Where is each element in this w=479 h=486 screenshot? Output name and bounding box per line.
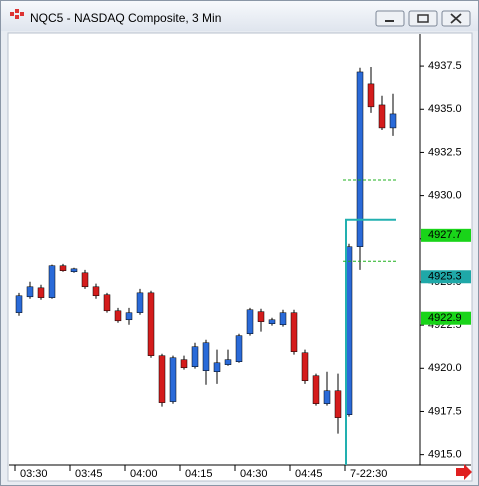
candle-body: [37, 287, 45, 298]
candle-body: [26, 286, 34, 298]
candle-body: [48, 265, 56, 298]
candle-body: [180, 359, 188, 369]
price-label-box: [421, 311, 471, 325]
candle-body: [103, 294, 111, 312]
candle-body: [356, 71, 364, 247]
x-tick-label: 7-22:30: [350, 468, 387, 480]
candle-body: [235, 335, 243, 362]
candle-body: [81, 272, 89, 288]
candle-body: [169, 357, 177, 402]
price-label: 4925.3: [428, 271, 462, 283]
x-tick-label: 04:30: [240, 468, 268, 480]
maximize-button[interactable]: [408, 10, 438, 27]
candle-body: [367, 83, 375, 108]
y-tick-label: 4920.0: [428, 362, 462, 374]
candle-body: [147, 292, 155, 356]
candle-body: [268, 319, 276, 324]
chart-panel: [7, 32, 473, 482]
close-button[interactable]: [441, 10, 471, 27]
scroll-arrow[interactable]: [456, 464, 472, 480]
candle-body: [59, 265, 67, 271]
candle-body: [323, 390, 331, 404]
candle-body: [158, 355, 166, 403]
candle-body: [191, 346, 199, 367]
y-tick-label: 4932.5: [428, 146, 462, 158]
candle-body: [301, 352, 309, 381]
price-label: 4922.9: [428, 312, 462, 324]
candle-body: [125, 312, 133, 321]
candle-body: [70, 268, 78, 273]
level-step: [345, 218, 396, 465]
y-tick-label: 4915.0: [428, 449, 462, 461]
price-label: 4927.7: [428, 229, 462, 241]
y-tick-label: 4930.0: [428, 190, 462, 202]
minimize-button[interactable]: [375, 10, 405, 27]
y-tick-label: 4937.5: [428, 60, 462, 72]
candle-body: [92, 286, 100, 297]
candle-body: [257, 311, 265, 322]
x-tick-label: 04:00: [130, 468, 158, 480]
candle-body: [114, 310, 122, 322]
price-label-box: [421, 228, 471, 242]
x-tick-label: 03:45: [75, 468, 103, 480]
candle-body: [312, 375, 320, 404]
candle-body: [202, 342, 210, 371]
x-tick-label: 04:15: [185, 468, 213, 480]
window-title: NQC5 - NASDAQ Composite, 3 Min: [30, 11, 221, 25]
candle-body: [246, 309, 254, 335]
x-tick-label: 04:45: [295, 468, 323, 480]
candle-body: [213, 362, 221, 372]
candle-body: [15, 295, 23, 313]
y-tick-label: 4935.0: [428, 103, 462, 115]
candle-body: [224, 359, 232, 365]
app-icon: [10, 9, 24, 19]
price-label-box: [421, 270, 471, 284]
candle-body: [389, 113, 397, 129]
candle-body: [378, 104, 386, 129]
candle-body: [279, 312, 287, 326]
x-tick-label: 03:30: [20, 468, 48, 480]
y-tick-label: 4917.5: [428, 405, 462, 417]
candle-body: [290, 312, 298, 352]
candle-body: [334, 390, 342, 418]
candle-body: [136, 292, 144, 313]
